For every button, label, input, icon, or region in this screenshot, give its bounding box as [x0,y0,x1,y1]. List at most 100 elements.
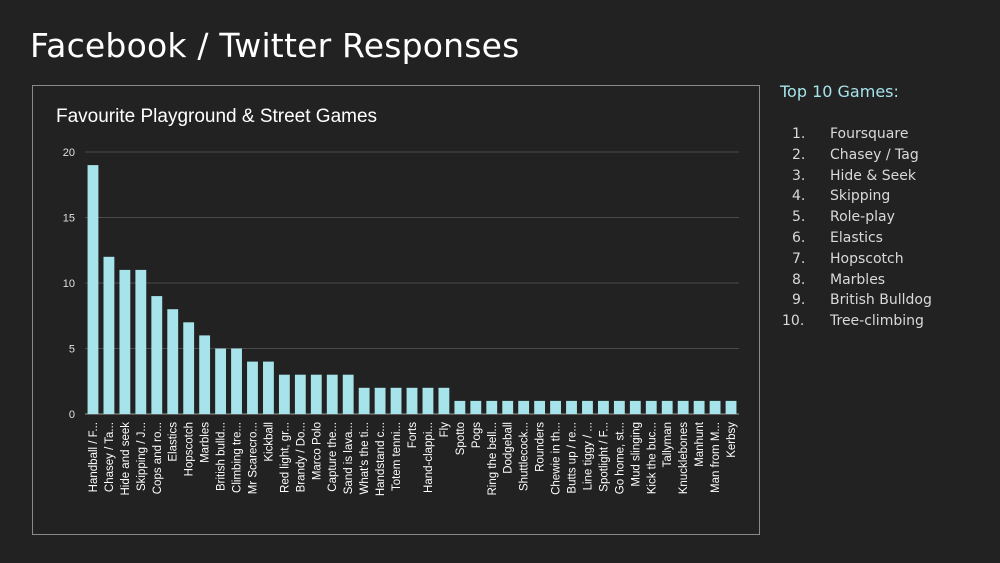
top-game-name: Tree-climbing [830,313,924,330]
bar [151,296,163,414]
x-tick-label: Chasey / Ta... [104,422,116,492]
top-game-rank: 5. [792,209,806,226]
bar [215,348,227,414]
top-game-item: 9. British Bulldog [780,290,990,311]
top-game-item: 7. Hopscotch [780,249,990,270]
bar-chart: 0 5 10 15 20 Handball / F... Chasey / Ta... Hid… [63,147,739,496]
bar [693,400,705,414]
x-tick-label: Hopscotch [184,422,196,476]
bar [438,387,450,414]
bar [470,400,482,414]
bar [422,387,434,414]
bar [645,400,657,414]
x-tick-label: Knucklebones [678,422,690,494]
x-tick-label: Handball / F... [88,422,100,492]
x-tick-label: Manhunt [694,421,706,467]
chart-title: Favourite Playground & Street Games [56,106,378,127]
top-game-item: 3. Hide & Seek [780,166,990,187]
x-tick-label: Kickball [263,422,275,462]
bar [358,387,370,414]
bar [613,400,625,414]
y-tick-label: 20 [63,147,75,159]
x-tick-label: Kick the buc... [646,422,658,494]
bar [263,361,274,414]
bar [135,269,147,414]
y-tick-label: 5 [69,344,75,356]
x-tick-label: Ring the bell... [487,422,499,496]
bar [103,256,115,414]
top-game-item: 8. Marbles [780,270,990,291]
top-game-rank: 7. [792,250,806,267]
x-tick-label: Spotlight / F... [598,422,610,492]
x-tick-label: Marco Polo [311,422,323,480]
x-tick-label: Tallyman [662,422,674,467]
bar [183,322,195,414]
x-tick-label: Capture the... [327,422,339,492]
top-game-rank: 4. [792,188,806,205]
bar [454,400,466,414]
bar [406,387,418,414]
bar [87,165,99,414]
y-tick-label: 10 [63,278,75,290]
top-game-name: Hide & Seek [830,167,916,184]
x-tick-label: Cops and ro... [152,422,164,494]
bar [534,400,546,414]
x-tick-label: Pogs [471,422,483,448]
top-game-rank: 2. [792,146,806,163]
top-games-heading: Top 10 Games: [780,82,899,101]
bar [247,361,258,414]
bar [502,400,514,414]
x-tick-label: Handstand c... [375,422,387,496]
top-game-item: 4. Skipping [780,186,990,207]
bar [278,374,290,414]
x-tick-label: Brandy / Do... [295,422,307,492]
x-tick-label: Fly [439,422,451,438]
x-tick-label: Rounders [535,422,547,472]
bar [199,335,211,414]
top-game-rank: 9. [792,292,806,309]
bar [597,400,609,414]
bar [677,400,689,414]
x-tick-label: Skipping / J... [136,422,148,491]
top-game-rank: 3. [792,167,806,184]
x-tick-label: Red light, gr... [279,422,291,493]
slide-title: Facebook / Twitter Responses [30,26,520,65]
top-game-name: Skipping [830,188,891,205]
bar [566,400,577,414]
bar [294,374,306,414]
bar [550,400,561,414]
top-game-rank: 1. [792,126,806,142]
bar [582,400,593,414]
bar [518,400,530,414]
x-tick-label: Spotto [455,422,467,455]
x-tick-label: Go home, st... [614,422,626,494]
x-tick-label: Sand is lava... [343,422,355,494]
y-tick-label: 15 [63,213,75,225]
x-tick-label: Butts up / re... [567,422,579,494]
x-tick-label: Totem tenni... [391,422,403,491]
x-tick-label: Mud slinging [630,422,642,487]
bar [231,348,242,414]
x-tick-label: Hide and seek [120,422,132,496]
y-tick-label: 0 [69,409,75,421]
top-game-name: Chasey / Tag [830,146,919,163]
x-tick-label: Climbing tre... [232,422,244,493]
bar [374,387,386,414]
top-game-item: 1. Foursquare [780,124,990,145]
top-game-item: 5. Role-play [780,207,990,228]
x-tick-label: Chewie in th... [551,422,563,495]
bar [310,374,322,414]
top-game-name: British Bulldog [830,292,932,309]
top-game-name: Elastics [830,229,883,246]
chart-frame: Favourite Playground & Street Games 0 5 10… [32,85,760,535]
x-tick-label: Kerbsy [726,422,738,458]
x-tick-label: Shuttlecock... [519,422,531,491]
top-game-name: Foursquare [830,126,909,142]
top-game-item: 6. Elastics [780,228,990,249]
x-tick-label: Hand-clappi... [423,422,435,493]
top-game-name: Role-play [830,209,895,226]
x-tick-label: Man from M... [710,422,722,493]
top-game-rank: 8. [792,271,806,288]
top-game-rank: 10. [782,313,805,330]
bar [486,400,498,414]
